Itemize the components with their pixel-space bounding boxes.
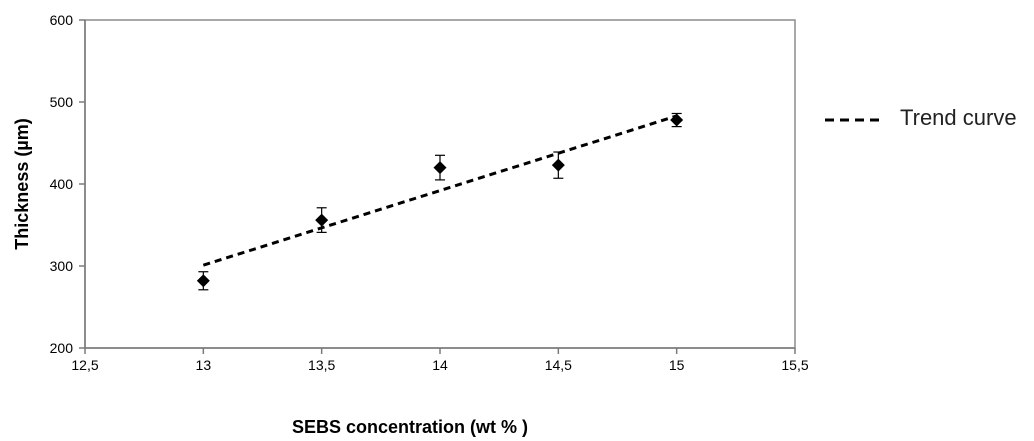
- x-axis-title: SEBS concentration (wt % ): [292, 417, 528, 437]
- data-point: [196, 274, 210, 288]
- y-tick-label: 200: [50, 340, 74, 356]
- y-tick-label: 600: [50, 12, 74, 28]
- trend-curve-line: [202, 114, 678, 267]
- data-point: [433, 161, 447, 175]
- x-tick-label: 14: [432, 357, 448, 373]
- y-tick-label: 500: [50, 94, 74, 110]
- legend-label: Trend curve: [900, 105, 1017, 130]
- y-tick-label: 400: [50, 176, 74, 192]
- x-tick-label: 14,5: [545, 357, 572, 373]
- plot-frame: [84, 19, 796, 349]
- x-tick-label: 13,5: [308, 357, 335, 373]
- x-tick-label: 15,5: [781, 357, 808, 373]
- data-point: [670, 113, 684, 127]
- y-tick-label: 300: [50, 258, 74, 274]
- data-point: [551, 158, 565, 172]
- x-tick-label: 15: [669, 357, 685, 373]
- x-tick-label: 12,5: [71, 357, 98, 373]
- data-point: [315, 213, 329, 227]
- x-tick-label: 13: [196, 357, 212, 373]
- y-axis-title: Thickness (µm): [12, 118, 32, 249]
